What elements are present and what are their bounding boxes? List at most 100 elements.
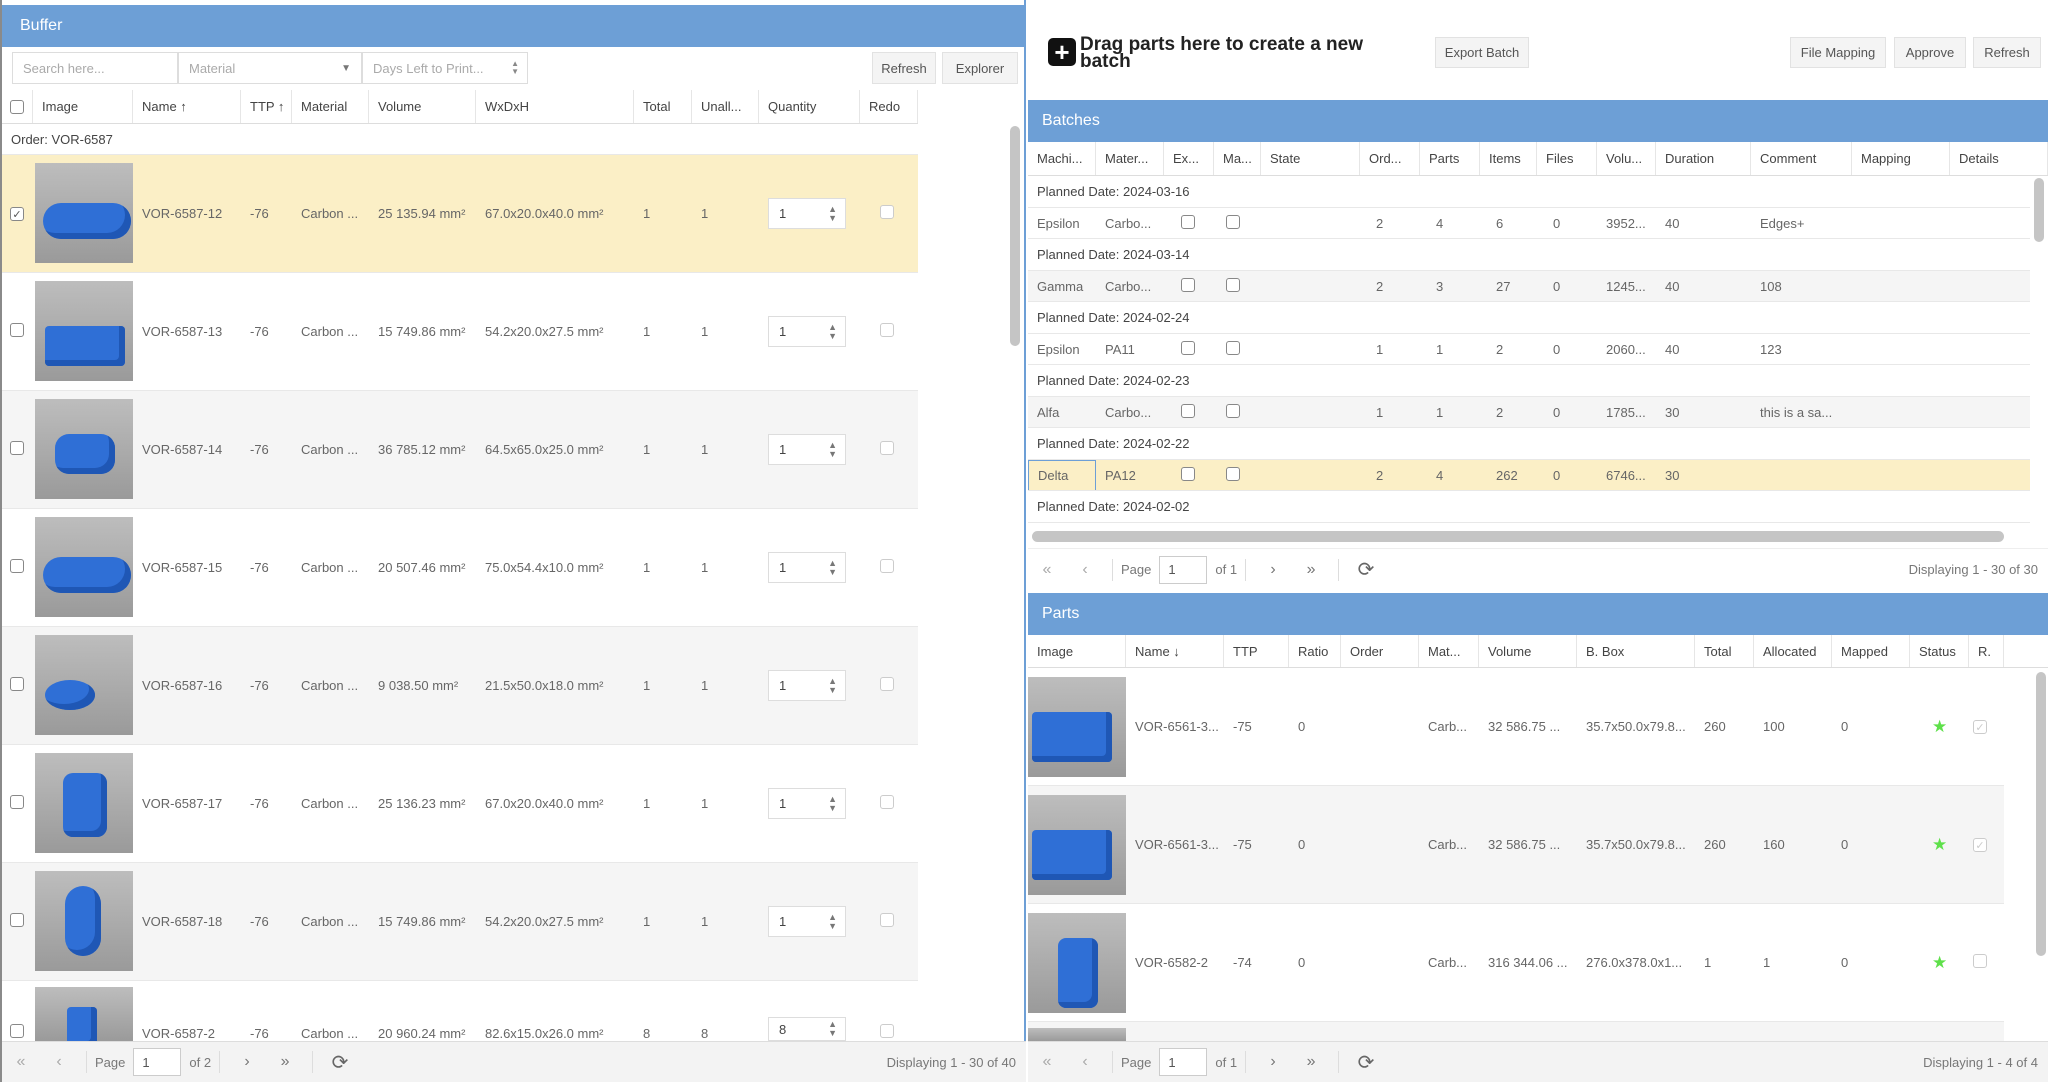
page-input[interactable] [133,1048,182,1076]
stepper-arrows-icon[interactable]: ▲ ▼ [828,557,837,577]
stepper-arrows-icon[interactable]: ▲ ▼ [828,1019,837,1038]
select-all-checkbox[interactable] [2,90,33,123]
prev-page-icon[interactable]: ‹ [56,1053,62,1070]
table-row[interactable]: VOR-6587-14 -76 Carbon ... 36 785.12 mm² 64.… [2,391,918,509]
table-row[interactable]: VOR-6587-17 -76 Carbon ... 25 136.23 mm² 67.… [2,745,918,863]
row-checkbox[interactable] [2,1024,33,1041]
redo-checkbox[interactable]: ✓ [1973,720,1987,735]
column-header[interactable]: Files [1537,142,1597,175]
prev-page-icon[interactable]: ‹ [1082,1053,1088,1070]
column-header[interactable]: Ratio [1289,635,1341,667]
table-row[interactable]: VOR-6587-16 -76 Carbon ... 9 038.50 mm² 21.5… [2,627,918,745]
column-header[interactable]: Items [1480,142,1537,175]
part-row[interactable] [1028,1022,2004,1041]
batch-row[interactable]: Delta PA12 2 4 262 0 6746... 30 [1028,460,2030,491]
parts-scrollbar[interactable] [2036,672,2046,956]
column-header[interactable]: Ex... [1164,142,1214,175]
export-batch-button[interactable]: Export Batch [1435,37,1529,68]
column-header[interactable]: Total [1695,635,1754,667]
quantity-stepper[interactable]: 8 ▲ ▼ [768,1017,846,1041]
redo-checkbox[interactable] [880,559,894,573]
export-checkbox[interactable] [1181,214,1195,229]
column-header[interactable]: State [1261,142,1360,175]
column-header[interactable]: Details [1950,142,2048,175]
checkbox[interactable] [10,323,24,337]
explorer-button[interactable]: Explorer [942,52,1018,84]
checkbox[interactable] [10,441,24,455]
export-checkbox[interactable] [1181,403,1195,418]
redo-checkbox[interactable] [880,441,894,455]
quantity-stepper[interactable]: 1 ▲ ▼ [768,788,846,819]
mapped-checkbox[interactable] [1226,214,1240,229]
refresh-icon[interactable]: ⟳ [331,1051,349,1074]
file-mapping-button[interactable]: File Mapping [1790,37,1886,68]
last-page-icon[interactable]: » [280,1053,290,1070]
column-header[interactable]: Mapping [1852,142,1950,175]
part-row[interactable]: VOR-6582-2 -74 0 Carb... 316 344.06 ... 276.0… [1028,904,2004,1022]
redo-checkbox[interactable] [880,913,894,927]
next-page-icon[interactable]: › [1270,560,1276,578]
first-page-icon[interactable]: « [1042,1053,1052,1070]
checkbox[interactable] [10,677,24,691]
buffer-scrollbar[interactable] [1010,126,1020,346]
checkbox[interactable] [10,559,24,573]
last-page-icon[interactable]: » [1306,560,1316,578]
redo-checkbox[interactable] [880,205,894,219]
quantity-stepper[interactable]: 1 ▲ ▼ [768,316,846,347]
table-row[interactable]: ✓ VOR-6587-12 -76 Carbon ... 25 135.94 mm² 67… [2,155,918,273]
redo-checkbox[interactable] [880,1024,894,1038]
stepper-arrows-icon[interactable]: ▲ ▼ [828,439,837,459]
checkbox[interactable] [10,1024,24,1038]
column-header[interactable]: Order [1341,635,1419,667]
material-select[interactable]: Material ▼ [178,52,362,84]
column-header[interactable]: Quantity [759,90,860,123]
refresh-icon[interactable]: ⟳ [1357,1051,1375,1074]
row-checkbox[interactable] [2,913,33,930]
column-header[interactable]: Mapped [1832,635,1910,667]
column-header[interactable]: Status [1910,635,1969,667]
batches-horizontal-scrollbar[interactable] [1032,531,2004,542]
batch-row[interactable]: Alfa Carbo... 1 1 2 0 1785... 30 this is a sa... [1028,397,2030,428]
column-header[interactable]: Name ↓ [1126,635,1224,667]
row-checkbox[interactable] [2,441,33,458]
redo-checkbox[interactable] [880,795,894,809]
last-page-icon[interactable]: » [1306,1053,1316,1070]
quantity-stepper[interactable]: 1 ▲ ▼ [768,434,846,465]
row-checkbox[interactable] [2,795,33,812]
column-header[interactable]: Allocated [1754,635,1832,667]
export-checkbox[interactable] [1181,466,1195,481]
quantity-stepper[interactable]: 1 ▲ ▼ [768,906,846,937]
column-header[interactable]: Machi... [1028,142,1096,175]
stepper-arrows-icon[interactable]: ▲ ▼ [828,203,837,223]
column-header[interactable]: Unall... [692,90,759,123]
mapped-checkbox[interactable] [1226,403,1240,418]
first-page-icon[interactable]: « [1042,560,1052,578]
stepper-arrows-icon[interactable]: ▲ ▼ [828,793,837,813]
days-left-input[interactable]: Days Left to Print... ▲ ▼ [362,52,528,84]
quantity-stepper[interactable]: 1 ▲ ▼ [768,670,846,701]
checkbox[interactable]: ✓ [10,207,24,222]
column-header[interactable]: WxDxH [476,90,634,123]
part-row[interactable]: VOR-6561-3... -75 0 Carb... 32 586.75 ... 35.… [1028,668,2004,786]
stepper-arrows-icon[interactable]: ▲ ▼ [828,675,837,695]
mapped-checkbox[interactable] [1226,277,1240,292]
next-page-icon[interactable]: › [1270,1053,1276,1070]
column-header[interactable]: Volume [1479,635,1577,667]
refresh-button[interactable]: Refresh [1973,37,2041,68]
column-header[interactable]: B. Box [1577,635,1695,667]
column-header[interactable]: TTP ↑ [241,90,292,123]
column-header[interactable]: Image [1028,635,1126,667]
mapped-checkbox[interactable] [1226,340,1240,355]
refresh-icon[interactable]: ⟳ [1357,559,1375,581]
redo-checkbox[interactable] [880,677,894,691]
column-header[interactable]: Ord... [1360,142,1420,175]
table-row[interactable]: VOR-6587-2 -76 Carbon ... 20 960.24 mm² 82.6… [2,981,918,1041]
column-header[interactable]: TTP [1224,635,1289,667]
row-checkbox[interactable] [2,677,33,694]
column-header[interactable]: Mater... [1096,142,1164,175]
stepper-arrows-icon[interactable]: ▲ ▼ [828,911,837,931]
redo-checkbox[interactable]: ✓ [1973,838,1987,853]
column-header[interactable]: Image [33,90,133,123]
first-page-icon[interactable]: « [16,1053,26,1070]
column-header[interactable]: R. [1969,635,2004,667]
